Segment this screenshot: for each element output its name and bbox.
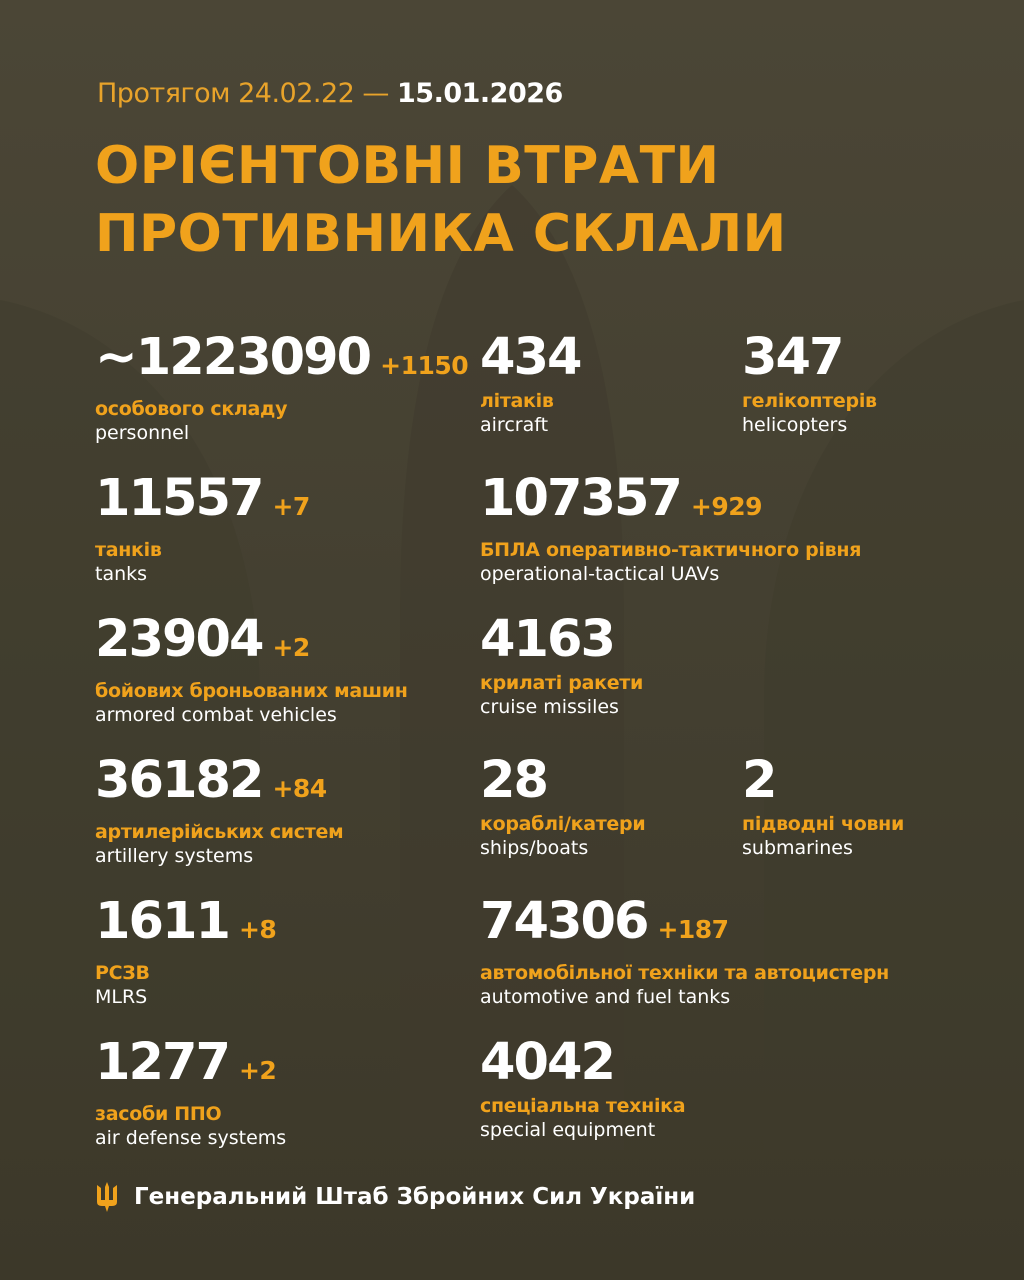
stat-item: 2 підводні човни submarines	[742, 751, 905, 860]
stat-label-en: artillery systems	[95, 845, 254, 867]
stat-delta: +2	[272, 633, 310, 662]
stat-value: 74306 +187	[480, 892, 729, 951]
stat-label-en: tanks	[95, 563, 148, 585]
stat-delta: +187	[657, 915, 729, 944]
stat-value: 4163	[480, 610, 616, 669]
stat-item: 434 літаків aircraft	[480, 328, 582, 437]
footer-text: Генеральний Штаб Збройних Сил України	[134, 1184, 696, 1210]
stat-item: 11557 +7 танків tanks	[95, 469, 310, 586]
stat-label-ua: спеціальна техніка	[480, 1095, 686, 1117]
stat-delta: +7	[272, 492, 310, 521]
stat-label-ua: крилаті ракети	[480, 672, 644, 694]
stat-value: ~1223090 +1150	[95, 328, 469, 387]
stat-value: 36182 +84	[95, 751, 327, 810]
stat-delta: +929	[690, 492, 763, 521]
stat-label-ua: літаків	[480, 390, 554, 412]
stat-item: 107357 +929 БПЛА оперативно-тактичного рі…	[480, 469, 862, 586]
stat-label-ua: БПЛА оперативно-тактичного рівня	[480, 539, 862, 561]
stat-delta: +84	[272, 774, 327, 803]
stat-label-en: operational-tactical UAVs	[480, 563, 720, 585]
stat-label-ua: особового складу	[95, 398, 288, 420]
stat-label-ua: підводні човни	[742, 813, 905, 835]
stat-item: 347 гелікоптерів helicopters	[742, 328, 877, 437]
stat-item: 36182 +84 артилерійських систем artillery…	[95, 751, 344, 868]
stat-label-en: submarines	[742, 837, 853, 859]
stat-label-en: special equipment	[480, 1119, 656, 1141]
stat-label-ua: засоби ППО	[95, 1103, 222, 1125]
stat-label-ua: бойових броньованих машин	[95, 680, 408, 702]
stat-label-en: MLRS	[95, 986, 148, 1008]
stat-item: 1277 +2 засоби ППО air defense systems	[95, 1033, 287, 1150]
stat-value: 434	[480, 328, 582, 387]
stat-label-ua: танків	[95, 539, 162, 561]
stat-label-en: helicopters	[742, 414, 848, 436]
stat-value: 1277 +2	[95, 1033, 277, 1092]
stat-label-en: personnel	[95, 422, 190, 444]
stat-item: 4163 крилаті ракети cruise missiles	[480, 610, 644, 719]
stat-label-ua: РСЗВ	[95, 962, 150, 984]
stat-label-en: ships/boats	[480, 837, 589, 859]
stat-value: 11557 +7	[95, 469, 310, 528]
stat-label-en: armored combat vehicles	[95, 704, 337, 726]
stat-delta: +2	[238, 1056, 277, 1085]
stat-item: 23904 +2 бойових броньованих машин armore…	[95, 610, 408, 727]
stat-value: 23904 +2	[95, 610, 310, 669]
period: Протягом 24.02.22 — 15.01.2026	[97, 78, 563, 109]
footer: Генеральний Штаб Збройних Сил України	[96, 1182, 695, 1212]
stat-value: 107357 +929	[480, 469, 763, 528]
stat-label-ua: гелікоптерів	[742, 390, 877, 412]
stat-value: 4042	[480, 1033, 616, 1092]
stat-label-ua: кораблі/катери	[480, 813, 646, 835]
stat-label-en: cruise missiles	[480, 696, 619, 718]
stat-item: 4042 спеціальна техніка special equipmen…	[480, 1033, 686, 1142]
stat-label-ua: автомобільної техніки та автоцистерн	[480, 962, 889, 984]
stat-item: 1611 +8 РСЗВ MLRS	[95, 892, 277, 1009]
stat-item: 74306 +187 автомобільної техніки та автоц…	[480, 892, 889, 1009]
stat-label-ua: артилерійських систем	[95, 821, 344, 843]
period-end-date: 15.01.2026	[397, 78, 563, 109]
stat-delta: +8	[238, 915, 277, 944]
stat-item: 28 кораблі/катери ships/boats	[480, 751, 646, 860]
page-title: ОРІЄНТОВНІ ВТРАТИ ПРОТИВНИКА СКЛАЛИ	[95, 136, 787, 264]
stat-item: ~1223090 +1150 особового складу personnel	[95, 328, 469, 445]
stat-label-en: automotive and fuel tanks	[480, 986, 731, 1008]
stat-value: 28	[480, 751, 549, 810]
stat-label-en: aircraft	[480, 414, 549, 436]
stat-value: 1611 +8	[95, 892, 277, 951]
stat-value: 2	[742, 751, 777, 810]
stat-delta: +1150	[380, 351, 469, 380]
stat-value: 347	[742, 328, 844, 387]
trident-icon	[97, 1182, 117, 1212]
stat-label-en: air defense systems	[95, 1127, 287, 1149]
